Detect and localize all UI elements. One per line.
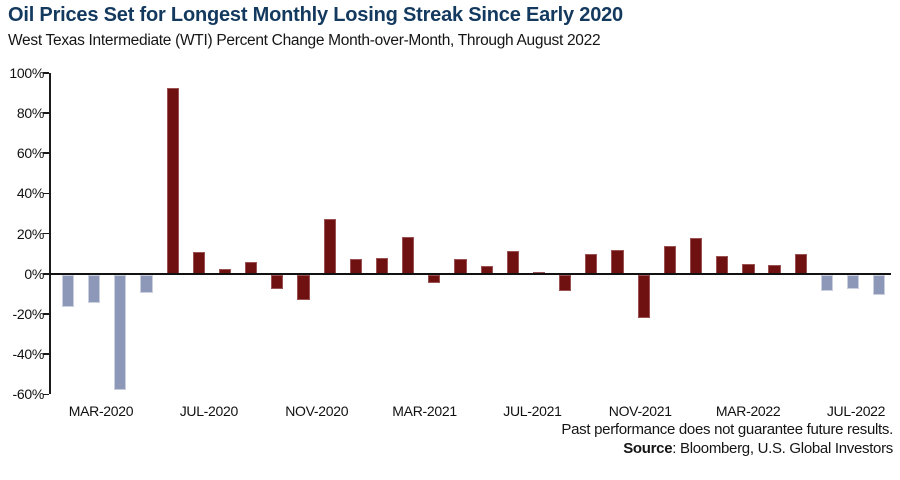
bar-jul-2022 xyxy=(847,275,860,290)
bar-jun-2021 xyxy=(506,250,519,274)
bar-oct-2021 xyxy=(611,249,624,274)
y-axis-tick-label: 100% xyxy=(9,64,44,81)
bar-apr-2021 xyxy=(454,258,467,274)
x-axis-tick-label: MAR-2022 xyxy=(715,403,781,419)
y-axis-tick-label: 0% xyxy=(24,265,44,282)
source-rest: : Bloomberg, U.S. Global Investors xyxy=(672,440,893,457)
bar-jan-2022 xyxy=(689,237,703,274)
y-axis-tick xyxy=(43,273,49,275)
x-axis-tick-label: JUL-2021 xyxy=(503,403,562,419)
x-axis-tick-label: NOV-2021 xyxy=(608,403,672,419)
y-axis-tick xyxy=(43,192,49,195)
bar-sep-2020 xyxy=(271,275,284,290)
bar-aug-2021 xyxy=(559,275,572,292)
bar-aug-2022 xyxy=(873,275,886,296)
bar-feb-2021 xyxy=(402,236,415,274)
x-axis-tick-label: JUL-2020 xyxy=(179,403,239,419)
y-axis-tick-label: 80% xyxy=(16,105,44,121)
bar-apr-2020 xyxy=(140,275,153,294)
bar-nov-2020 xyxy=(323,218,336,274)
y-axis-tick xyxy=(43,353,49,355)
y-axis-tick-label: 40% xyxy=(16,185,44,202)
y-axis-tick-label: 20% xyxy=(16,225,44,242)
bar-jan-2020 xyxy=(61,275,75,308)
y-axis-tick-label: -20% xyxy=(12,306,45,322)
bar-jun-2022 xyxy=(820,275,834,292)
y-axis-tick xyxy=(43,152,49,154)
y-axis-tick-label: -40% xyxy=(12,346,45,363)
bar-nov-2021 xyxy=(637,275,650,319)
bar-mar-2021 xyxy=(428,275,441,284)
bar-jun-2020 xyxy=(192,251,205,274)
x-axis-tick-label: MAR-2021 xyxy=(392,403,457,419)
x-axis-tick-label: NOV-2020 xyxy=(285,403,349,419)
bar-may-2020 xyxy=(166,87,179,274)
bar-may-2022 xyxy=(794,253,807,274)
y-axis-tick-label: -60% xyxy=(12,386,45,403)
chart-subtitle: West Texas Intermediate (WTI) Percent Ch… xyxy=(8,32,601,49)
x-axis-tick-label: MAR-2020 xyxy=(68,403,134,419)
source-text: Source: Bloomberg, U.S. Global Investors xyxy=(623,440,893,457)
bar-dec-2020 xyxy=(349,258,362,274)
page-title: Oil Prices Set for Longest Monthly Losin… xyxy=(8,4,623,26)
y-axis-tick xyxy=(43,72,49,74)
bar-feb-2020 xyxy=(88,275,101,304)
y-axis-tick-label: 60% xyxy=(16,145,44,162)
y-axis-tick xyxy=(43,232,49,235)
source-label: Source xyxy=(623,440,673,457)
bar-sep-2021 xyxy=(585,253,598,274)
bar-dec-2021 xyxy=(663,245,676,274)
x-axis-tick-label: JUL-2022 xyxy=(826,403,886,419)
disclaimer-text: Past performance does not guarantee futu… xyxy=(561,421,893,438)
bar-jan-2021 xyxy=(375,257,389,274)
bar-oct-2020 xyxy=(297,275,310,301)
y-axis-tick xyxy=(43,112,49,114)
y-axis-tick xyxy=(43,313,49,315)
y-axis-tick xyxy=(43,393,49,396)
y-axis xyxy=(49,72,51,395)
bar-feb-2022 xyxy=(716,255,729,274)
zero-baseline xyxy=(49,272,891,275)
bar-mar-2020 xyxy=(114,275,127,390)
